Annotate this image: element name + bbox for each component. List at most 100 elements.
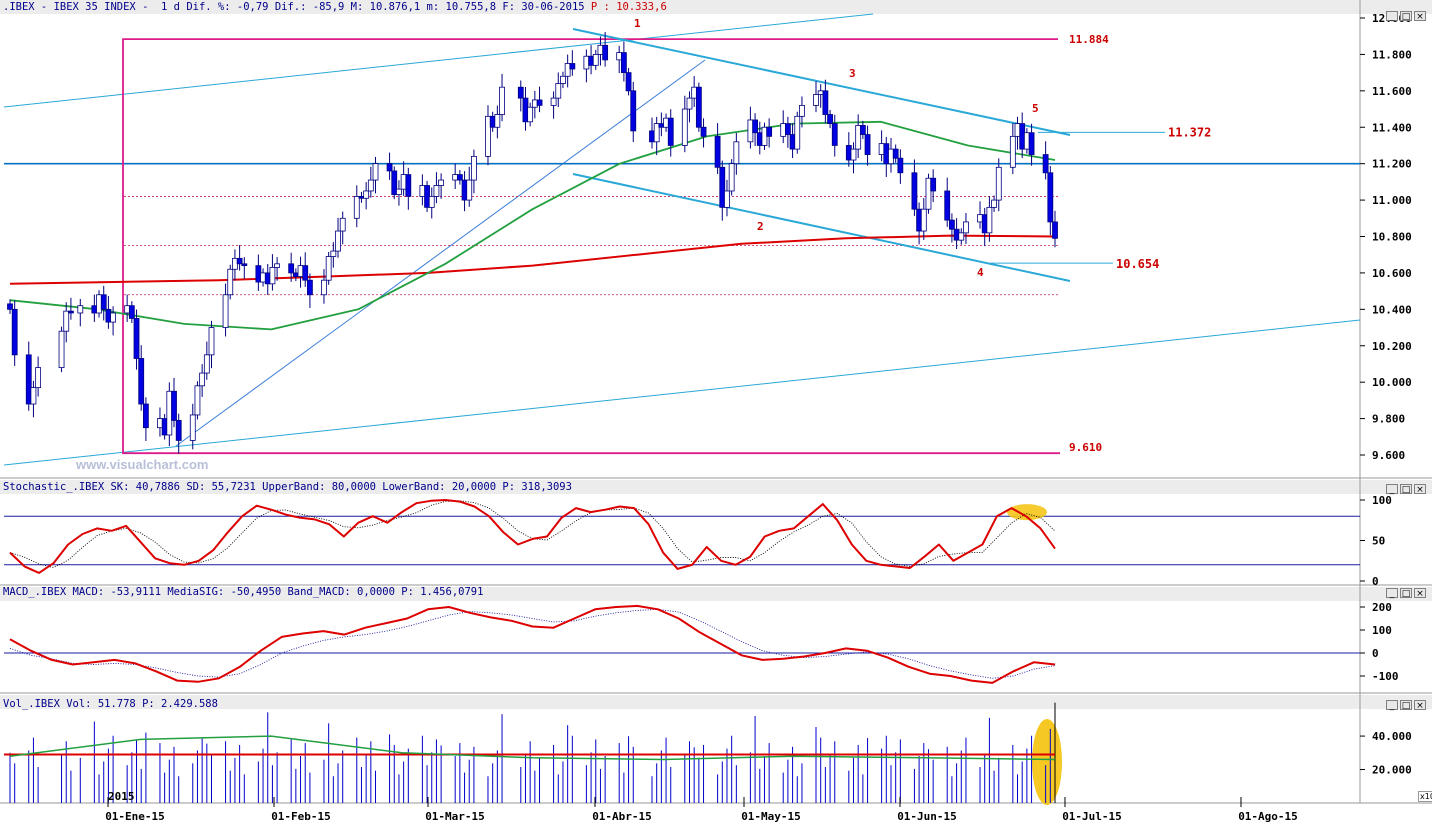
candle-bearish (105, 308, 112, 323)
date-tick-label: 01-May-15 (741, 810, 801, 823)
minimize-button[interactable]: _ (1386, 588, 1398, 599)
candle-bearish (700, 126, 707, 137)
candle-bullish (419, 185, 426, 197)
price-tick-label: 10.600 (1372, 267, 1412, 280)
candle-bullish (353, 196, 360, 219)
date-tick-label: 01-Abr-15 (592, 810, 652, 823)
candle-bearish (897, 157, 904, 174)
macd-signal-line (9, 608, 1056, 679)
candle-bearish (255, 265, 262, 283)
candle-bullish (531, 99, 538, 108)
candle-bullish (227, 268, 234, 296)
candle-bearish (522, 97, 529, 123)
minimize-button[interactable]: _ (1386, 11, 1398, 22)
candle-bearish (100, 294, 107, 310)
minimize-button[interactable]: _ (1386, 484, 1398, 495)
x-scale-badge[interactable]: x10 (1418, 791, 1432, 802)
close-button[interactable]: × (1414, 11, 1426, 22)
candle-bullish (733, 141, 740, 165)
close-button[interactable]: × (1414, 484, 1426, 495)
candle-bullish (995, 166, 1002, 201)
rising-trendline (175, 59, 706, 447)
candle-bullish (396, 188, 402, 196)
stochastic-window-buttons: _ □ × (1386, 484, 1426, 495)
price-tick-label: 11.600 (1372, 85, 1412, 98)
candle-bullish (963, 221, 969, 234)
candle-bullish (199, 372, 206, 387)
maximize-button[interactable]: □ (1400, 11, 1412, 22)
candle-bullish (194, 385, 201, 416)
year-label: 2015 (108, 790, 135, 803)
close-button[interactable]: × (1414, 700, 1426, 711)
candle-bearish (569, 63, 576, 70)
candle-bullish (400, 174, 407, 190)
candle-bearish (602, 44, 609, 61)
candle-bearish (831, 123, 838, 146)
candle-bearish (1028, 132, 1035, 155)
candle-bearish (391, 170, 398, 196)
volume-tick-label: 40.000 (1372, 730, 1412, 743)
candle-bearish (138, 358, 145, 405)
volume-average-line (9, 735, 1056, 761)
candle-bearish (752, 119, 758, 134)
candle-bearish (789, 134, 796, 150)
macd-tick-label: -100 (1372, 670, 1399, 683)
price-tick-label: 9.800 (1372, 413, 1405, 426)
candle-bullish (189, 414, 196, 441)
candle-bullish (363, 190, 370, 199)
candle-bullish (485, 115, 491, 157)
candle-bullish (583, 55, 590, 70)
candle-bullish (35, 367, 42, 389)
close-button[interactable]: × (1414, 588, 1426, 599)
candle-bearish (91, 305, 98, 314)
candle-bullish (58, 330, 65, 368)
candle-bullish (986, 206, 993, 234)
channel-lower-line (3, 319, 1361, 466)
candle-bearish (625, 72, 632, 92)
candle-bullish (203, 354, 210, 374)
minimize-button[interactable]: _ (1386, 700, 1398, 711)
candle-bullish (728, 163, 735, 192)
moving-average-long (9, 234, 1056, 285)
candle-bearish (883, 143, 890, 165)
maximize-button[interactable]: □ (1400, 484, 1412, 495)
price-tick-label: 10.400 (1372, 303, 1412, 316)
price-tick-label: 10.000 (1372, 376, 1412, 389)
candle-bullish (339, 217, 346, 232)
candle-bearish (7, 303, 13, 310)
macd-tick-label: 200 (1372, 601, 1392, 614)
price-tick-label: 10.200 (1372, 340, 1412, 353)
candle-bullish (855, 125, 862, 150)
wave-label-4: 4 (977, 266, 984, 279)
candle-bearish (302, 265, 309, 281)
volume-tick-label: 20.000 (1372, 764, 1412, 777)
candle-bullish (499, 86, 505, 115)
candle-bearish (766, 126, 773, 137)
candle-bullish (616, 52, 623, 61)
candle-bullish (471, 155, 477, 181)
wave-label-2: 2 (757, 220, 764, 233)
candle-bullish (653, 123, 660, 143)
macd-pane-header: MACD_.IBEX MACD: -53,9111 MediaSIG: -50,… (3, 586, 484, 598)
candle-bearish (949, 219, 955, 230)
level-label-10654: 10.654 (1116, 257, 1159, 271)
candle-bearish (517, 86, 524, 99)
maximize-button[interactable]: □ (1400, 588, 1412, 599)
candle-bullish (663, 117, 669, 128)
candle-bullish (1023, 132, 1030, 150)
candle-bullish (878, 143, 885, 155)
wave-label-3: 3 (849, 67, 856, 80)
candle-bullish (564, 63, 571, 77)
candle-bullish (110, 312, 116, 323)
candle-bullish (1009, 135, 1016, 168)
candle-bearish (930, 177, 937, 192)
candle-bullish (794, 115, 801, 150)
candle-bullish (428, 196, 435, 208)
candle-bullish (157, 418, 163, 429)
maximize-button[interactable]: □ (1400, 700, 1412, 711)
price-tick-label: 9.600 (1372, 449, 1405, 462)
date-tick-label: 01-Jun-15 (897, 810, 957, 823)
candle-bullish (63, 310, 70, 332)
moving-average-short (9, 120, 1056, 331)
candle-bearish (1019, 123, 1026, 150)
